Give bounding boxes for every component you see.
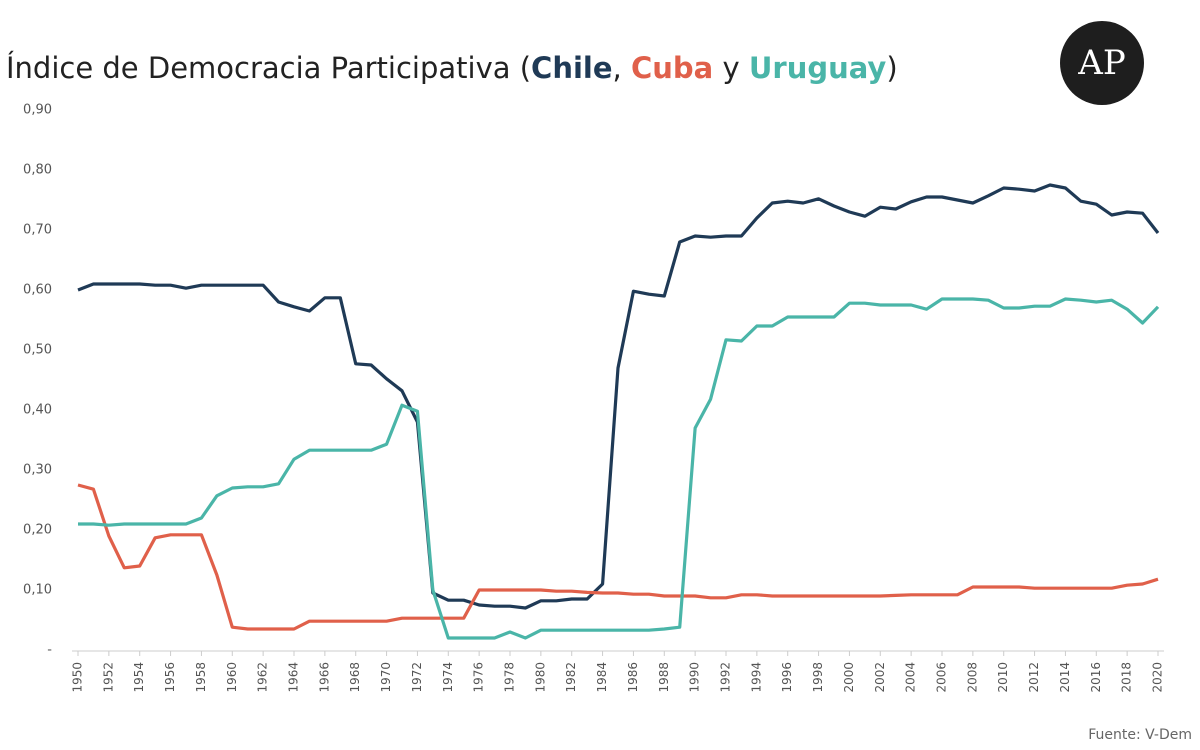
x-tick-label: 2008 (965, 662, 979, 693)
x-tick-label: 1984 (595, 662, 609, 693)
y-tick-label: 0,40 (23, 403, 52, 418)
x-tick-label: 1974 (441, 662, 455, 693)
x-tick-label: 2016 (1089, 662, 1103, 693)
x-tick-label: 1976 (472, 662, 486, 693)
title-part: ) (886, 51, 897, 85)
x-tick-label: 1964 (287, 662, 301, 693)
x-tick-label: 1962 (256, 662, 270, 693)
series-line (77, 483, 1159, 631)
source: Fuente: V-Dem (1088, 727, 1192, 743)
x-tick-label: 1960 (225, 662, 239, 693)
x-tick-label: 1990 (688, 662, 702, 693)
x-tick-label: 2012 (1027, 662, 1041, 693)
x-tick-label: 1966 (317, 662, 331, 693)
series-line (77, 183, 1160, 610)
x-tick-label: 1952 (101, 662, 115, 693)
y-tick-label: 0,50 (23, 343, 52, 358)
title-part: y (713, 51, 749, 85)
title-part: Índice de Democracia Participativa ( (6, 51, 531, 85)
x-tick-label: 1980 (533, 662, 547, 693)
logo: AP (1077, 43, 1125, 83)
y-tick-label: 0,70 (23, 223, 52, 238)
y-tick-label: 0,90 (23, 103, 52, 118)
title-series-name: Cuba (631, 51, 713, 85)
y-tick-label: 0,10 (23, 583, 52, 598)
y-tick-label: - (47, 643, 52, 658)
chart-title: Índice de Democracia Participativa (Chil… (6, 51, 898, 85)
x-tick-label: 1996 (780, 662, 794, 693)
x-tick-label: 1972 (410, 662, 424, 693)
y-tick-label: 0,80 (23, 163, 52, 178)
x-tick-label: 1954 (132, 662, 146, 693)
y-tick-label: 0,60 (23, 283, 52, 298)
x-tick-label: 2006 (935, 662, 949, 693)
x-tick-label: 2004 (904, 662, 918, 693)
x-tick-label: 1950 (71, 662, 85, 693)
x-tick-label: 1958 (194, 662, 208, 693)
x-tick-label: 1986 (626, 662, 640, 693)
title-series-name: Uruguay (749, 51, 887, 85)
x-tick-label: 1998 (811, 662, 825, 693)
x-tick-label: 1988 (657, 662, 671, 693)
y-tick-label: 0,30 (23, 463, 52, 478)
title-series-name: Chile (531, 51, 612, 85)
x-tick-label: 2014 (1058, 662, 1072, 693)
x-tick-label: 1994 (749, 662, 763, 693)
logo-circle (1060, 21, 1144, 105)
x-tick-label: 2002 (873, 662, 887, 693)
x-tick-label: 1956 (163, 662, 177, 693)
x-tick-label: 1978 (503, 662, 517, 693)
x-tick-label: 1968 (348, 662, 362, 693)
x-tick-label: 2020 (1151, 662, 1165, 693)
y-tick-label: 0,20 (23, 523, 52, 538)
series-line (78, 297, 1160, 640)
x-tick-label: 2018 (1120, 662, 1134, 693)
x-tick-label: 1970 (379, 662, 393, 693)
x-tick-label: 1982 (564, 662, 578, 693)
x-tick-label: 2000 (842, 662, 856, 693)
x-tick-label: 2010 (996, 662, 1010, 693)
title-part: , (613, 51, 631, 85)
x-tick-label: 1992 (719, 662, 733, 693)
